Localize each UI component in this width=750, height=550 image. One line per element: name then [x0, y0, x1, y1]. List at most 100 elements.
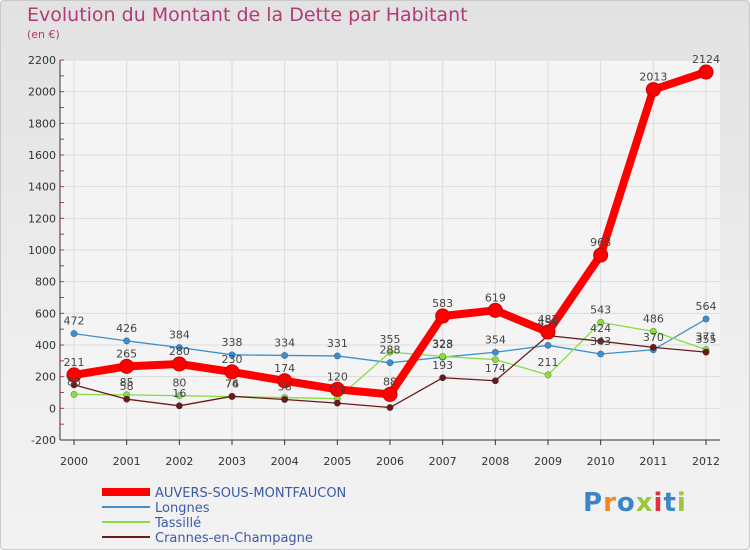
y-tick-label: 400 — [35, 339, 56, 352]
data-point — [228, 351, 236, 359]
y-tick-label: 600 — [35, 307, 56, 320]
data-point — [649, 327, 657, 335]
data-label: 2124 — [692, 53, 720, 66]
data-point — [386, 348, 394, 356]
data-point — [540, 324, 556, 340]
data-label: 280 — [169, 345, 190, 358]
y-tick-label: 1800 — [28, 117, 56, 130]
logo-letter: i — [653, 488, 664, 518]
data-label: 56 — [278, 380, 292, 393]
data-point — [281, 395, 289, 403]
data-point — [649, 343, 657, 351]
x-tick-label: 2001 — [113, 455, 141, 468]
data-point — [281, 351, 289, 359]
data-point — [597, 337, 605, 345]
data-label: 16 — [172, 387, 186, 400]
data-point — [597, 318, 605, 326]
data-label: 288 — [380, 344, 401, 357]
legend-label: Crannes-en-Champagne — [155, 531, 313, 546]
data-label: 323 — [432, 338, 453, 351]
data-label: 564 — [696, 300, 717, 313]
data-label: 85 — [120, 376, 134, 389]
series-lines — [66, 64, 714, 412]
data-point — [382, 386, 398, 402]
data-label: 424 — [590, 322, 611, 335]
y-tick-label: 800 — [35, 276, 56, 289]
x-tick-label: 2000 — [60, 455, 88, 468]
logo-letter: P — [583, 488, 604, 518]
data-point — [435, 308, 451, 324]
data-label: 371 — [696, 331, 717, 344]
data-label: 265 — [116, 347, 137, 360]
logo-letter: i — [676, 488, 687, 518]
data-point — [698, 64, 714, 80]
y-tick-label: 1200 — [28, 212, 56, 225]
logo-letter: r — [603, 488, 617, 518]
data-point — [175, 344, 183, 352]
data-label: 230 — [222, 353, 243, 366]
logo-letter: o — [616, 488, 636, 518]
axes: -200 0 200 400 600 800 1000 1200 1400 1600 1800 200… — [28, 54, 720, 468]
data-label: 338 — [222, 336, 243, 349]
data-label: 74 — [225, 378, 239, 391]
x-tick-label: 2004 — [271, 455, 299, 468]
unit-label: (en €) — [27, 28, 60, 41]
y-tick-label: 1600 — [28, 149, 56, 162]
y-tick-label: 200 — [35, 371, 56, 384]
data-point — [70, 390, 78, 398]
legend-label: Tassillé — [154, 516, 201, 531]
y-tick-label: -200 — [31, 434, 56, 447]
data-point — [386, 359, 394, 367]
data-point — [386, 404, 394, 412]
data-label: 355 — [380, 333, 401, 346]
data-label: 174 — [274, 362, 295, 375]
data-point — [702, 348, 710, 356]
data-point — [277, 373, 293, 389]
data-label: 583 — [432, 297, 453, 310]
data-label: 193 — [432, 359, 453, 372]
data-label: 2013 — [639, 71, 667, 84]
x-tick-label: 2002 — [165, 455, 193, 468]
logo-letter: t — [663, 488, 677, 518]
data-label: 426 — [116, 322, 137, 335]
x-tick-label: 2007 — [429, 455, 457, 468]
data-label: 211 — [538, 356, 559, 369]
data-point — [439, 352, 447, 360]
data-label: 472 — [64, 315, 85, 328]
data-label: 619 — [485, 291, 506, 304]
data-label: 211 — [64, 356, 85, 369]
data-label: 58 — [120, 380, 134, 393]
chart-title: Evolution du Montant de la Dette par Hab… — [27, 4, 468, 26]
data-point — [491, 356, 499, 364]
data-label: 120 — [327, 370, 348, 383]
y-tick-label: 1400 — [28, 181, 56, 194]
data-point — [171, 356, 187, 372]
legend-label: AUVERS-SOUS-MONTFAUCON — [155, 486, 346, 501]
data-point — [175, 392, 183, 400]
x-tick-label: 2010 — [587, 455, 615, 468]
data-point — [491, 348, 499, 356]
data-label: 331 — [327, 337, 348, 350]
data-point — [123, 395, 131, 403]
data-label: 328 — [432, 337, 453, 350]
x-tick-label: 2006 — [376, 455, 404, 468]
data-point — [593, 247, 609, 263]
data-point — [544, 341, 552, 349]
logo-letter: x — [635, 488, 654, 518]
data-point — [597, 350, 605, 358]
proxiti-logo: Proxiti — [583, 488, 687, 518]
data-label: 76 — [225, 377, 239, 390]
data-labels: 211 265 280 230 174 120 88 583 619 482 968 2013 2124… — [64, 53, 721, 400]
x-tick-label: 2005 — [323, 455, 351, 468]
data-label: 343 — [590, 335, 611, 348]
data-point — [333, 352, 341, 360]
data-label: 174 — [485, 362, 506, 375]
data-point — [123, 337, 131, 345]
y-tick-label: 0 — [49, 402, 56, 415]
data-label: 334 — [274, 336, 295, 349]
data-point — [175, 402, 183, 410]
data-point — [645, 82, 661, 98]
data-point — [439, 374, 447, 382]
data-point — [702, 315, 710, 323]
